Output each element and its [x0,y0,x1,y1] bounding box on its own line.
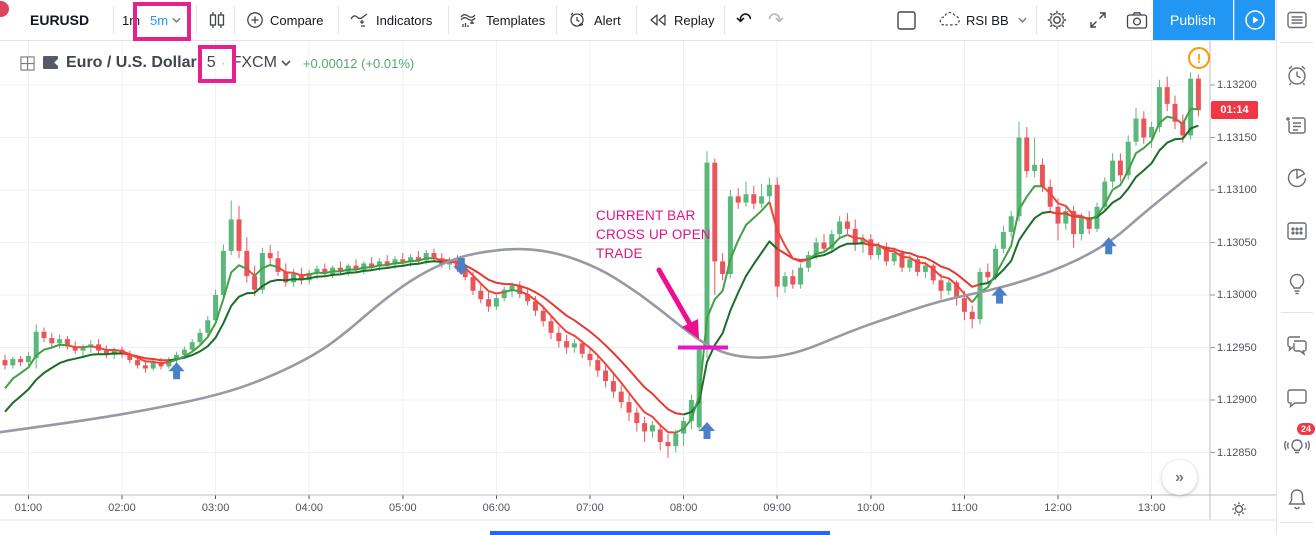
sell-arrow [453,258,470,276]
calendar-icon[interactable] [1277,213,1316,249]
streams-icon[interactable]: 24 [1277,423,1316,465]
trade-annotation: CURRENT BAR CROSS UP OPEN TRADE [596,208,711,261]
buy-arrow [168,362,185,380]
recording-dot [0,1,9,17]
streams-badge: 24 [1297,423,1316,435]
replay-button[interactable]: Replay [648,0,714,40]
time-label: 03:00 [201,502,230,514]
price-label: 1.13200 [1217,79,1257,91]
interval-5m-button[interactable]: 5m [150,12,169,28]
replay-icon [648,12,668,28]
bottom-blue-bar [490,531,830,535]
time-label: 05:00 [389,502,417,514]
chart-legend[interactable]: Euro / U.S. Dollar 5 · FXCM +0.00012 (+0… [20,50,414,76]
annotation-arrowhead [682,319,699,339]
public-chats-icon[interactable] [1277,327,1316,363]
templates-icon [460,11,480,29]
bar-countdown-label: 01:14 [1211,101,1258,119]
timezone-settings-icon[interactable] [1231,501,1247,517]
time-label: 06:00 [482,502,511,514]
data-window-icon[interactable] [1277,108,1316,144]
compare-icon [246,11,264,29]
layout-select-button[interactable] [896,0,917,40]
chevron-down-icon[interactable] [281,60,291,66]
templates-button[interactable]: Templates [460,0,545,40]
warning-icon[interactable]: ! [1188,47,1210,69]
time-label: 12:00 [1044,502,1072,514]
alert-clock-icon [568,11,588,30]
legend-interval[interactable]: 5 [206,54,216,71]
symbol-logo-icon [43,55,60,71]
price-label: 1.12850 [1217,446,1257,459]
ideas-lightbulb-icon[interactable] [1277,266,1316,302]
compare-button[interactable]: Compare [246,0,323,40]
price-change: +0.00012 (+0.01%) [302,55,415,71]
buy-arrow [699,422,715,440]
strategy-chevron-icon[interactable] [1018,0,1027,40]
symbol-search-button[interactable]: EURUSD [30,12,90,28]
settings-gear-icon[interactable] [1046,0,1068,40]
price-label: 1.13050 [1217,236,1257,249]
legend-exchange[interactable]: FXCM [231,54,277,71]
publish-button[interactable]: Publish [1153,0,1233,40]
time-label: 01:00 [14,502,43,514]
alerts-clock-icon[interactable] [1277,57,1316,93]
top-toolbar: EURUSD 1m 5m Compare Indicators [0,0,1276,41]
time-label: 13:00 [1137,502,1166,514]
watchlist-icon[interactable] [1277,2,1316,38]
private-chats-icon[interactable] [1277,380,1316,416]
time-label: 10:00 [857,502,885,514]
undo-button[interactable]: ↶ [736,9,752,31]
interval-1m-button[interactable]: 1m [122,12,141,28]
price-label: 1.12900 [1217,394,1257,406]
fullscreen-icon[interactable] [1088,0,1108,40]
notifications-bell-icon[interactable] [1277,481,1316,517]
time-label: 04:00 [295,502,323,514]
collapse-panel-button[interactable]: » [1162,460,1197,495]
grid-layout-icon[interactable] [20,55,35,71]
indicators-button[interactable]: Indicators [350,0,432,40]
indicators-icon [350,11,370,29]
interval-chevron-icon[interactable] [172,0,181,40]
time-label: 07:00 [576,502,604,514]
price-label: 1.13000 [1217,289,1257,301]
alert-button[interactable]: Alert [568,0,621,40]
price-label: 1.13100 [1217,184,1257,196]
strategy-name[interactable]: RSI BB [966,12,1009,28]
time-label: 08:00 [669,502,698,514]
time-label: 11:00 [951,502,978,514]
redo-button[interactable]: ↷ [768,9,784,31]
price-label: 1.12950 [1217,341,1257,354]
buy-arrow [1100,237,1117,255]
price-label: 1.13150 [1217,131,1257,144]
symbol-title[interactable]: Euro / U.S. Dollar [66,54,197,71]
time-label: 02:00 [108,502,136,514]
publish-play-button[interactable] [1234,0,1275,40]
chart-style-icon[interactable] [204,0,230,40]
cloud-save-icon[interactable] [938,0,962,40]
hotlist-icon[interactable] [1277,160,1316,196]
buy-arrow [991,286,1008,304]
time-label: 09:00 [763,502,791,514]
chart-canvas[interactable] [0,0,1276,535]
right-sidebar: 24 [1276,0,1316,535]
snapshot-camera-icon[interactable] [1126,0,1148,40]
